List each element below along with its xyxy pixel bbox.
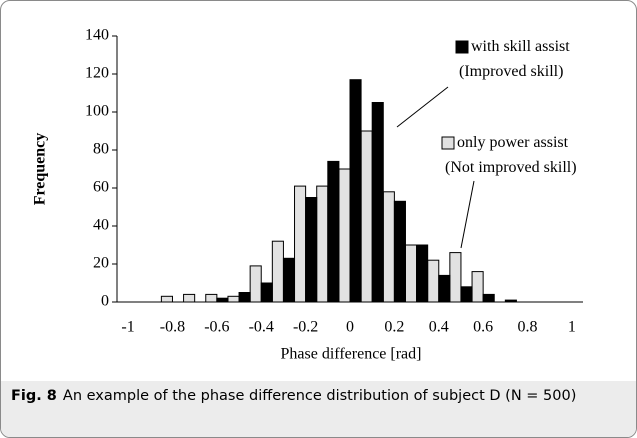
bar: [382, 191, 395, 303]
x-tick-label: 0.2: [384, 319, 404, 336]
bar: [482, 293, 495, 303]
legend-swatch: [455, 40, 469, 54]
x-tick-label: 0.6: [473, 319, 493, 336]
x-tick-label: -0.8: [160, 319, 185, 336]
bar: [183, 293, 196, 303]
leader-line: [460, 180, 475, 249]
bar: [404, 244, 418, 303]
legend-label-line: (Improved skill): [459, 63, 563, 80]
bar: [316, 185, 329, 303]
bar: [438, 274, 451, 303]
bar: [416, 244, 429, 303]
y-tick-label: 120: [85, 65, 109, 82]
bar: [393, 200, 406, 303]
legend-label-line: only power assist: [457, 134, 569, 151]
y-tick-label: 100: [85, 103, 109, 120]
bar: [238, 292, 251, 303]
x-tick-label: -0.4: [249, 319, 274, 336]
x-tick-label: -1: [121, 319, 134, 336]
y-tick-label: 60: [93, 179, 109, 196]
bar: [205, 293, 218, 303]
x-tick-label: 1: [568, 319, 576, 336]
x-tick-label: -0.6: [204, 319, 229, 336]
bar: [160, 295, 173, 303]
leader-line: [396, 86, 449, 128]
caption: Fig. 8 An example of the phase difference…: [1, 381, 636, 437]
y-tick-label: 0: [101, 293, 109, 310]
bar: [504, 299, 517, 303]
bar: [227, 295, 240, 303]
bar: [216, 297, 229, 303]
bar: [282, 257, 296, 303]
bar: [294, 185, 307, 303]
bar: [260, 282, 273, 303]
legend-label-line: with skill assist: [471, 38, 570, 55]
bar: [449, 252, 462, 303]
bar: [271, 240, 284, 303]
x-axis-label: Phase difference [rad]: [281, 346, 422, 363]
bar: [327, 160, 340, 303]
legend-label: only power assist (Not improved skill): [445, 134, 577, 176]
x-tick-label: 0.4: [429, 319, 449, 336]
x-tick-label: -0.2: [293, 319, 318, 336]
bar: [349, 79, 362, 303]
x-tick-label: 0.8: [518, 319, 538, 336]
bar: [305, 197, 318, 303]
y-tick-label: 40: [93, 217, 109, 234]
x-tick-label: 0: [346, 319, 354, 336]
bar: [371, 102, 384, 303]
caption-text: An example of the phase difference distr…: [62, 388, 577, 404]
y-tick-label: 20: [93, 255, 109, 272]
bar: [471, 271, 484, 303]
caption-label: Fig. 8: [11, 388, 57, 404]
y-tick-label: 80: [93, 141, 109, 158]
bar: [360, 130, 373, 303]
bar: [249, 265, 262, 303]
legend-swatch: [441, 136, 455, 150]
legend-label: with skill assist (Improved skill): [459, 38, 570, 80]
y-axis-label: Frequency: [32, 133, 49, 206]
legend-label-line: (Not improved skill): [445, 159, 577, 176]
bar: [460, 286, 473, 303]
bar: [427, 259, 440, 303]
y-tick-label: 140: [85, 27, 109, 44]
bar: [338, 168, 351, 303]
chart: Frequency Phase difference [rad] 0 20 40 60…: [32, 27, 583, 363]
